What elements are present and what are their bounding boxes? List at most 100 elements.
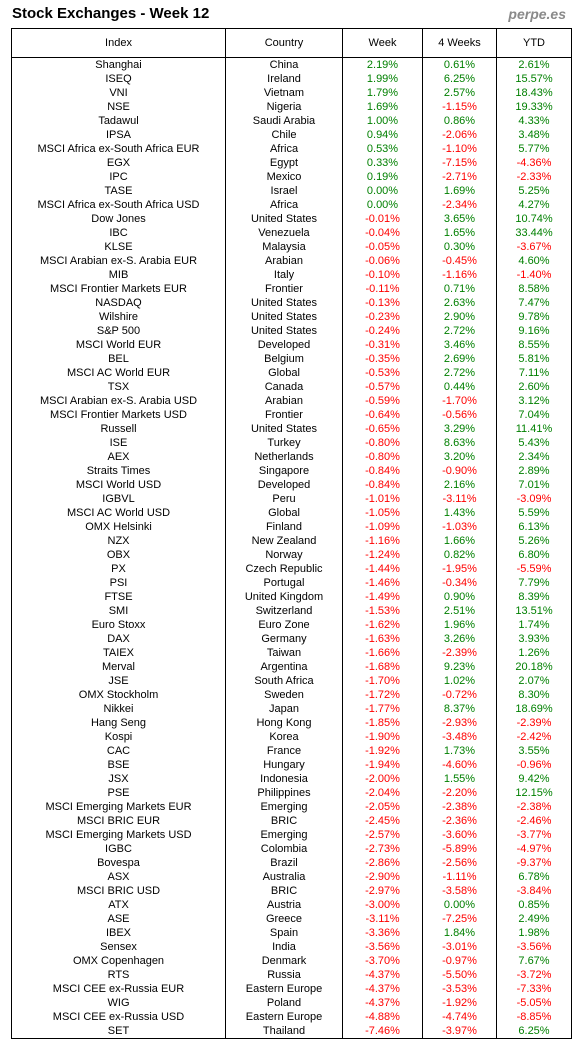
cell-week: 1.69% [342,100,423,114]
table-row: IPC Mexico 0.19% -2.71% -2.33% [11,170,572,184]
cell-ytd: 1.26% [496,646,572,660]
cell-week: -1.77% [342,702,423,716]
cell-index: PSE [11,786,226,800]
cell-4-weeks: -3.97% [422,1024,497,1039]
cell-country: Eastern Europe [225,982,343,996]
cell-country: Philippines [225,786,343,800]
cell-week: -0.84% [342,478,423,492]
cell-ytd: 6.25% [496,1024,572,1039]
cell-4-weeks: 2.90% [422,310,497,324]
cell-country: Belgium [225,352,343,366]
table-row: WIG Poland -4.37% -1.92% -5.05% [11,996,572,1010]
table-row: NASDAQ United States -0.13% 2.63% 7.47% [11,296,572,310]
cell-4-weeks: 9.23% [422,660,497,674]
cell-index: EGX [11,156,226,170]
cell-country: United Kingdom [225,590,343,604]
cell-ytd: 4.60% [496,254,572,268]
cell-ytd: -3.09% [496,492,572,506]
cell-country: Global [225,506,343,520]
cell-4-weeks: 2.72% [422,366,497,380]
cell-country: Peru [225,492,343,506]
cell-week: -2.86% [342,856,423,870]
cell-ytd: 5.43% [496,436,572,450]
cell-index: Tadawul [11,114,226,128]
cell-index: Bovespa [11,856,226,870]
cell-week: 2.19% [342,57,423,72]
cell-index: MSCI Frontier Markets USD [11,408,226,422]
cell-4-weeks: -0.45% [422,254,497,268]
table-row: Wilshire United States -0.23% 2.90% 9.78% [11,310,572,324]
cell-index: IPSA [11,128,226,142]
cell-ytd: -0.96% [496,758,572,772]
table-row: CAC France -1.92% 1.73% 3.55% [11,744,572,758]
cell-country: Global [225,366,343,380]
cell-4-weeks: -3.58% [422,884,497,898]
cell-ytd: 1.74% [496,618,572,632]
cell-ytd: -7.33% [496,982,572,996]
cell-4-weeks: -1.95% [422,562,497,576]
table-row: MSCI Arabian ex-S. Arabia USD Arabian -0.5… [11,394,572,408]
cell-index: MSCI CEE ex-Russia USD [11,1010,226,1024]
cell-4-weeks: -4.60% [422,758,497,772]
cell-country: Austria [225,898,343,912]
cell-4-weeks: 8.37% [422,702,497,716]
cell-week: -7.46% [342,1024,423,1039]
cell-ytd: -2.46% [496,814,572,828]
table-row: OMX Copenhagen Denmark -3.70% -0.97% 7.67% [11,954,572,968]
cell-country: Sweden [225,688,343,702]
cell-4-weeks: 0.90% [422,590,497,604]
cell-index: Wilshire [11,310,226,324]
cell-week: 0.00% [342,184,423,198]
cell-ytd: -1.40% [496,268,572,282]
cell-ytd: -5.59% [496,562,572,576]
table-row: PSE Philippines -2.04% -2.20% 12.15% [11,786,572,800]
cell-ytd: 3.12% [496,394,572,408]
header-country: Country [225,28,343,58]
table-row: IGBVL Peru -1.01% -3.11% -3.09% [11,492,572,506]
table-row: MSCI CEE ex-Russia USD Eastern Europe -4.8… [11,1010,572,1024]
cell-country: Netherlands [225,450,343,464]
cell-4-weeks: 2.72% [422,324,497,338]
table-row: ASX Australia -2.90% -1.11% 6.78% [11,870,572,884]
cell-week: -4.88% [342,1010,423,1024]
cell-ytd: -2.38% [496,800,572,814]
cell-ytd: 5.59% [496,506,572,520]
cell-index: MSCI BRIC EUR [11,814,226,828]
header-week: Week [342,28,423,58]
cell-country: Ireland [225,72,343,86]
table-row: Merval Argentina -1.68% 9.23% 20.18% [11,660,572,674]
cell-week: -1.85% [342,716,423,730]
table-row: FTSE United Kingdom -1.49% 0.90% 8.39% [11,590,572,604]
table-row: Shanghai China 2.19% 0.61% 2.61% [11,57,572,72]
cell-4-weeks: -2.39% [422,646,497,660]
cell-country: Canada [225,380,343,394]
cell-week: -3.56% [342,940,423,954]
cell-week: -1.46% [342,576,423,590]
cell-index: S&P 500 [11,324,226,338]
cell-country: Greece [225,912,343,926]
table-row: IGBC Colombia -2.73% -5.89% -4.97% [11,842,572,856]
table-row: MSCI World EUR Developed -0.31% 3.46% 8.55% [11,338,572,352]
cell-week: 0.53% [342,142,423,156]
table-row: VNI Vietnam 1.79% 2.57% 18.43% [11,86,572,100]
cell-week: -1.44% [342,562,423,576]
cell-4-weeks: 1.02% [422,674,497,688]
cell-4-weeks: -2.36% [422,814,497,828]
cell-index: Kospi [11,730,226,744]
table-row: Euro Stoxx Euro Zone -1.62% 1.96% 1.74% [11,618,572,632]
table-row: TASE Israel 0.00% 1.69% 5.25% [11,184,572,198]
cell-ytd: 5.26% [496,534,572,548]
cell-week: -0.59% [342,394,423,408]
cell-ytd: -2.33% [496,170,572,184]
cell-week: -2.00% [342,772,423,786]
cell-index: PSI [11,576,226,590]
cell-country: Egypt [225,156,343,170]
table-row: MIB Italy -0.10% -1.16% -1.40% [11,268,572,282]
cell-ytd: 2.61% [496,57,572,72]
cell-4-weeks: 3.46% [422,338,497,352]
cell-country: India [225,940,343,954]
cell-country: Mexico [225,170,343,184]
cell-4-weeks: -2.71% [422,170,497,184]
cell-country: Hong Kong [225,716,343,730]
cell-ytd: 1.98% [496,926,572,940]
